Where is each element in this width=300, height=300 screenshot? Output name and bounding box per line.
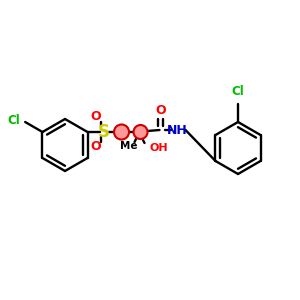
Circle shape [114,124,129,140]
Circle shape [134,125,148,139]
Text: O: O [155,104,166,118]
Text: NH: NH [167,124,188,136]
Text: Cl: Cl [8,115,20,128]
Text: OH: OH [149,143,168,153]
Text: Me: Me [120,141,137,151]
Text: Cl: Cl [232,85,244,98]
Text: S: S [98,123,110,141]
Text: O: O [90,140,101,154]
Text: O: O [90,110,101,124]
